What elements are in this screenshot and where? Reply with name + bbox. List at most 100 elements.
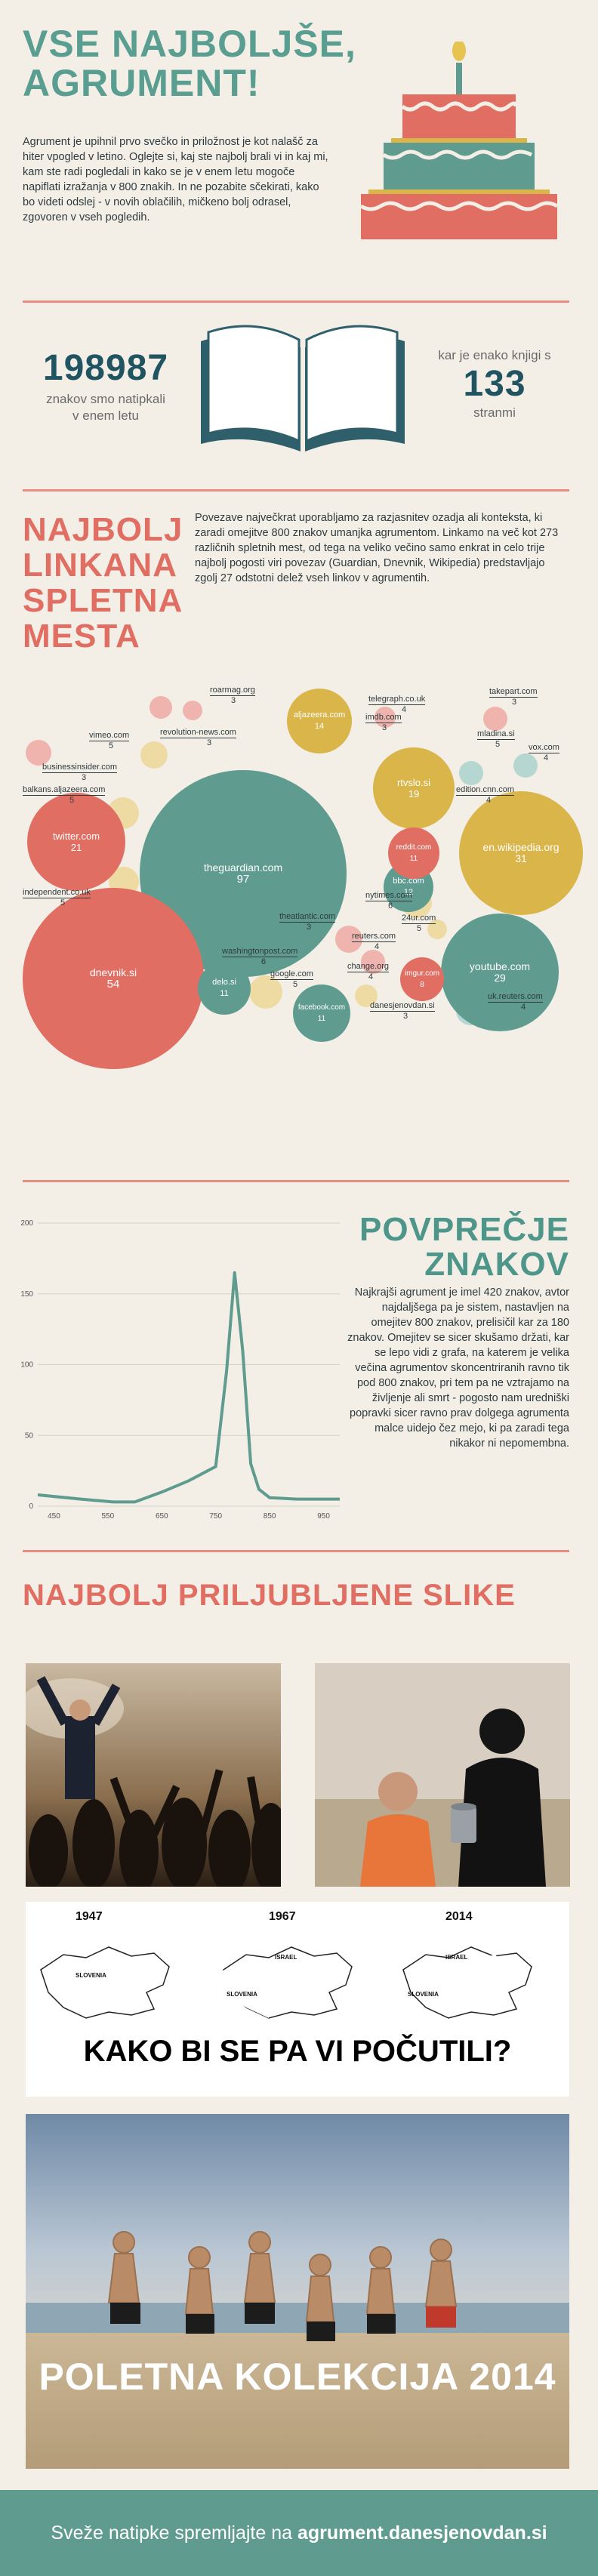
- small-bubble: [355, 984, 378, 1007]
- small-bubble: [26, 740, 51, 766]
- label-businessinsider: businessinsider.com 3: [42, 763, 118, 782]
- label-value: 3: [231, 696, 236, 705]
- bubble-facebook: facebook.com 11: [293, 984, 350, 1042]
- links-title-line-1: NAJBOLJ: [23, 511, 183, 548]
- bubble-value: 19: [408, 788, 420, 800]
- label-value: 6: [388, 901, 393, 911]
- divider-1: [23, 300, 569, 303]
- chart-y-tick-label: 200: [20, 1219, 33, 1228]
- label-name: nytimes.com: [365, 891, 412, 901]
- label-vox: vox.com 4: [529, 743, 559, 763]
- label-value: 3: [82, 773, 87, 782]
- title-line-2: AGRUMENT!: [23, 62, 260, 104]
- links-title-line-3: SPLETNA: [23, 582, 183, 619]
- label-value: 3: [512, 698, 517, 707]
- label-name: balkans.aljazeera.com: [23, 785, 106, 796]
- small-bubble: [335, 926, 362, 953]
- label-name: danesjenovdan.si: [370, 1001, 435, 1012]
- chars-caption: znakov smo natipkali v enem letu: [46, 392, 165, 423]
- bubble-name: dnevnik.si: [89, 966, 137, 978]
- bubble-wikipedia: en.wikipedia.org 31: [459, 791, 583, 915]
- label-change: change.org 4: [347, 962, 390, 981]
- label-value: 5: [69, 796, 75, 805]
- label-edition-cnn: edition.cnn.com 4: [456, 785, 515, 805]
- chart-x-tick-label: 550: [102, 1512, 115, 1521]
- label-danesjenovdan: danesjenovdan.si 3: [370, 1001, 435, 1021]
- pages-value: 133: [463, 364, 526, 404]
- label-uk-reuters: uk.reuters.com 4: [488, 992, 543, 1012]
- meme-year-1967: 1967: [269, 1910, 296, 1923]
- bubble-delo: delo.si 11: [198, 962, 251, 1015]
- bubble-name: imgur.com: [404, 969, 440, 978]
- label-value: 3: [403, 1012, 408, 1021]
- small-bubble: [150, 696, 172, 719]
- chart-x-tick-label: 450: [48, 1512, 60, 1521]
- map-meme: [26, 1902, 569, 2097]
- pages-caption-bottom: stranmi: [473, 405, 516, 420]
- label-value: 4: [521, 1003, 526, 1012]
- label-value: 5: [109, 741, 114, 750]
- bubble-dnevnik: dnevnik.si 54: [23, 888, 204, 1069]
- average-title-line-2: ZNAKOV: [424, 1246, 569, 1283]
- bubble-value: 14: [314, 722, 325, 731]
- meme-year-1947: 1947: [76, 1910, 103, 1923]
- label-theatlantic: theatlantic.com 3: [279, 912, 335, 932]
- label-telegraph: telegraph.co.uk 4: [368, 695, 426, 714]
- label-value: 4: [375, 942, 380, 951]
- label-nytimes: nytimes.com 6: [365, 891, 412, 911]
- meme-country-label-3: SLOVENIA: [408, 1991, 439, 1998]
- chart-x-ticks: 450 550 650 750 850 950: [48, 1512, 330, 1521]
- bubble-value: 29: [494, 972, 506, 984]
- label-roarmag: roarmag.org 3: [210, 686, 255, 705]
- label-name: change.org: [347, 962, 390, 972]
- label-name: takepart.com: [489, 687, 538, 698]
- meme-year-2014: 2014: [445, 1910, 473, 1923]
- bubble-value: 11: [220, 989, 229, 998]
- bubble-value: 11: [409, 855, 418, 863]
- chart-y-tick-label: 100: [20, 1361, 33, 1370]
- links-title-line-2: LINKANA: [23, 547, 177, 584]
- small-bubble: [249, 975, 282, 1009]
- bubble-name: youtube.com: [469, 960, 531, 972]
- pages-stat: kar je enako knjigi s 133 stranmi: [419, 347, 570, 421]
- label-name: 24ur.com: [402, 914, 436, 924]
- small-bubble: [459, 761, 483, 785]
- chart-y-tick-label: 0: [29, 1502, 33, 1511]
- page-title: VSE NAJBOLJŠE, AGRUMENT!: [23, 24, 356, 103]
- meme-israel-label-2: ISRAEL: [445, 1954, 468, 1961]
- label-value: 5: [417, 924, 422, 933]
- label-name: theatlantic.com: [279, 912, 335, 923]
- beach-photo: [26, 2114, 569, 2469]
- divider-3: [23, 1180, 569, 1182]
- title-line-1: VSE NAJBOLJŠE,: [23, 23, 356, 65]
- label-value: 5: [293, 980, 298, 989]
- footer-link[interactable]: agrument.danesjenovdan.si: [297, 2522, 547, 2544]
- birthday-cake-icon: [359, 42, 559, 239]
- bubble-name: twitter.com: [52, 830, 100, 842]
- desert-photo: [315, 1663, 570, 1887]
- bubble-name: reddit.com: [396, 843, 432, 852]
- bubble-value: 97: [236, 873, 250, 886]
- small-bubble: [183, 701, 202, 720]
- label-reuters: reuters.com 4: [352, 932, 396, 951]
- label-name: businessinsider.com: [42, 763, 118, 773]
- small-bubble: [361, 950, 385, 974]
- meme-caption: KAKO BI SE PA VI POČUTILI?: [83, 2035, 512, 2068]
- label-independent: independent.co.uk 5: [23, 888, 91, 907]
- bubble-name: bbc.com: [393, 877, 424, 886]
- label-name: reuters.com: [352, 932, 396, 942]
- links-title: NAJBOLJ LINKANA SPLETNA MESTA: [23, 512, 183, 654]
- chars-value: 198987: [42, 348, 169, 388]
- images-title: NAJBOLJ PRILJUBLJENE SLIKE: [23, 1579, 516, 1612]
- label-name: mladina.si: [477, 729, 515, 740]
- links-title-line-4: MESTA: [23, 618, 140, 655]
- chart-series-line: [37, 1271, 340, 1504]
- chart-x-tick-label: 750: [209, 1512, 222, 1521]
- label-value: 4: [544, 753, 549, 763]
- divider-2: [23, 489, 569, 491]
- bubble-value: 31: [515, 852, 527, 864]
- chart-y-ticks: 0 50 100 150 200: [20, 1219, 33, 1511]
- label-value: 3: [207, 738, 212, 747]
- label-name: roarmag.org: [210, 686, 255, 696]
